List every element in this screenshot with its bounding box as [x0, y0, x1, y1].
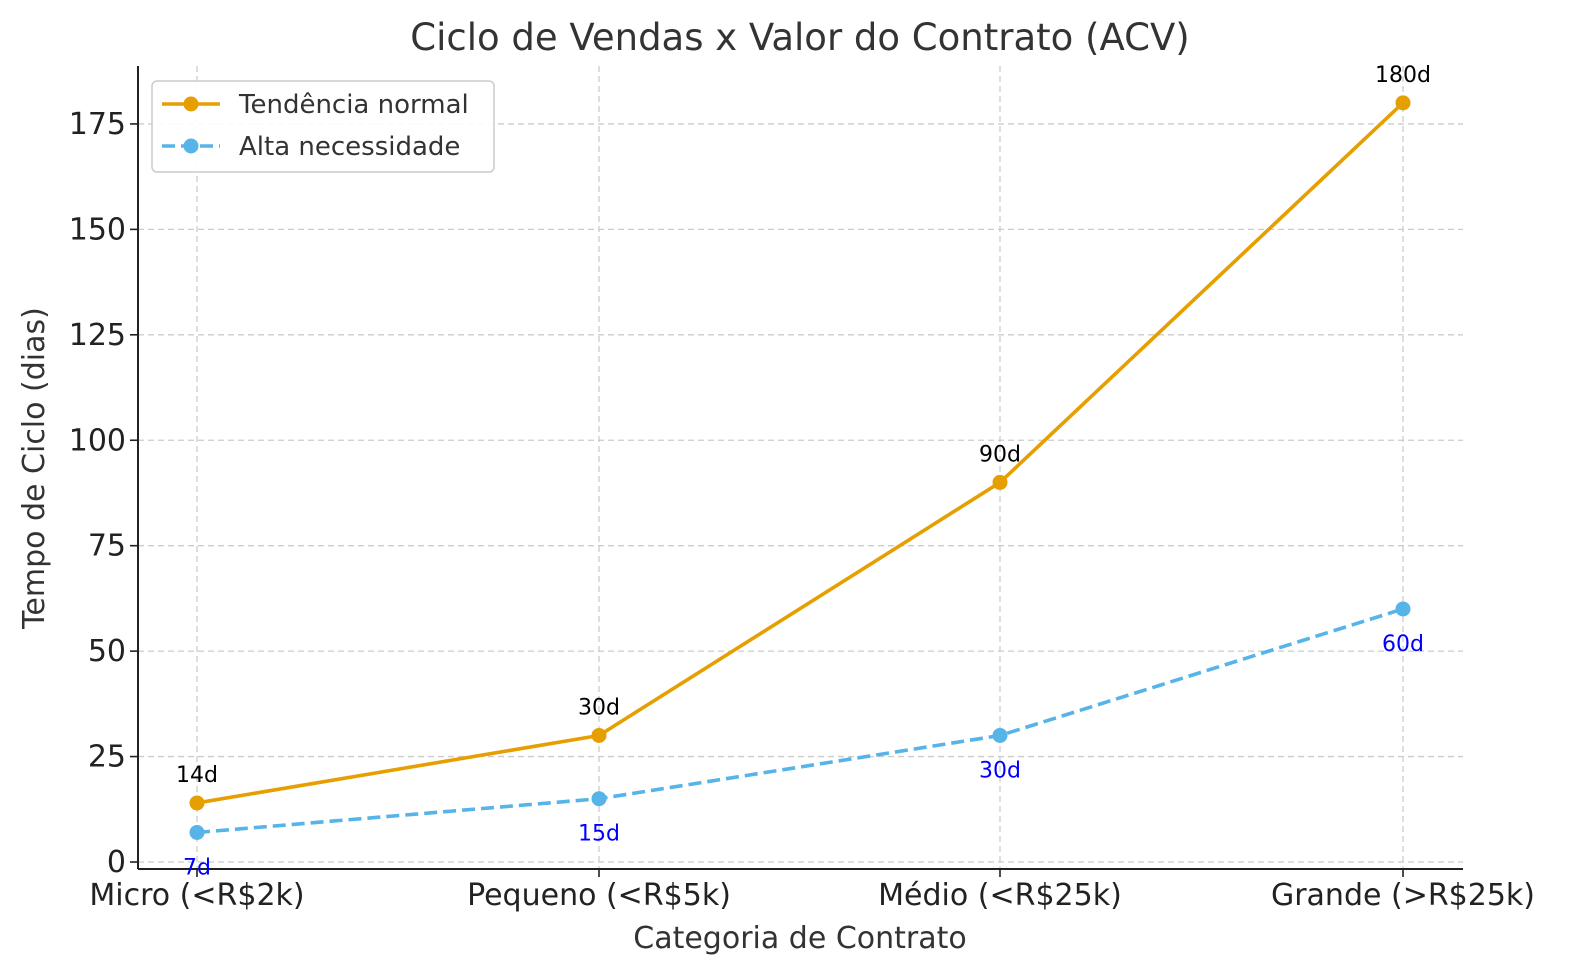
data-labels: 14d 30d 90d 180d 7d 15d 30d 60d	[176, 63, 1431, 881]
data-point-high-need	[591, 791, 607, 807]
legend-marker-normal	[183, 96, 199, 112]
y-tick-label: 50	[88, 634, 126, 669]
y-tick-label: 25	[88, 740, 126, 775]
x-tick-label: Pequeno (<R$5k)	[467, 878, 731, 913]
x-tick-label: Médio (<R$25k)	[878, 878, 1122, 913]
y-axis-label: Tempo de Ciclo (dias)	[17, 307, 52, 630]
data-point-high-need	[1395, 601, 1411, 617]
data-point-normal	[591, 727, 607, 743]
x-tick-label: Micro (<R$2k)	[89, 878, 304, 913]
series-line-normal	[196, 101, 1405, 805]
data-label-normal: 30d	[578, 695, 620, 720]
axes: 0 25 50 75 100 125 150 175 Micro (<R$2k) Pequeno …	[69, 66, 1535, 913]
legend: Tendência normal Alta necessidade	[151, 80, 495, 173]
y-tick-label: 100	[69, 423, 126, 458]
series-line-high-need	[196, 607, 1404, 835]
chart-title: Ciclo de Vendas x Valor do Contrato (ACV…	[410, 16, 1189, 59]
x-axis-label: Categoria de Contrato	[633, 921, 967, 956]
data-point-normal	[189, 795, 205, 811]
data-label-high-need: 15d	[578, 822, 620, 847]
data-point-high-need	[189, 824, 205, 840]
y-tick-label: 125	[69, 318, 126, 353]
data-point-normal	[992, 474, 1008, 490]
data-point-normal	[1395, 95, 1411, 111]
legend-marker-high-need	[183, 138, 199, 154]
data-label-normal: 180d	[1375, 63, 1431, 88]
y-tick-label: 75	[88, 529, 126, 564]
y-tick-label: 0	[107, 845, 126, 880]
legend-label-normal: Tendência normal	[238, 90, 469, 120]
data-label-normal: 14d	[176, 763, 218, 788]
grid	[138, 66, 1463, 869]
legend-box	[151, 80, 495, 173]
data-label-high-need: 30d	[979, 758, 1021, 783]
data-label-normal: 90d	[979, 442, 1021, 467]
data-point-high-need	[992, 727, 1008, 743]
y-tick-label: 175	[69, 107, 126, 142]
series-group	[189, 95, 1411, 840]
data-label-high-need: 7d	[183, 855, 211, 880]
x-tick-label: Grande (>R$25k)	[1271, 878, 1535, 913]
data-label-high-need: 60d	[1382, 632, 1424, 657]
y-tick-label: 150	[69, 212, 126, 247]
legend-label-high-need: Alta necessidade	[239, 132, 460, 162]
